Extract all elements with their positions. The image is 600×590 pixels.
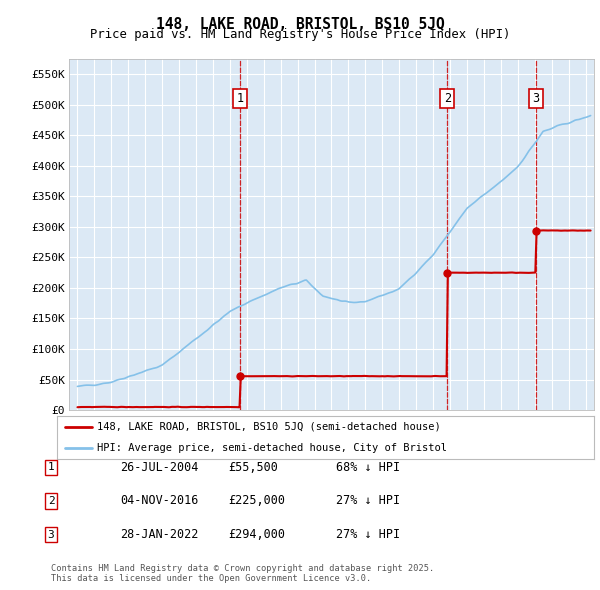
Text: 2: 2 (47, 496, 55, 506)
Text: 1: 1 (236, 92, 243, 105)
Text: 27% ↓ HPI: 27% ↓ HPI (336, 528, 400, 541)
Text: HPI: Average price, semi-detached house, City of Bristol: HPI: Average price, semi-detached house,… (97, 443, 447, 453)
Text: 148, LAKE ROAD, BRISTOL, BS10 5JQ (semi-detached house): 148, LAKE ROAD, BRISTOL, BS10 5JQ (semi-… (97, 422, 441, 432)
Text: £55,500: £55,500 (228, 461, 278, 474)
Text: 1: 1 (47, 463, 55, 472)
Text: 3: 3 (47, 530, 55, 539)
Text: 27% ↓ HPI: 27% ↓ HPI (336, 494, 400, 507)
Text: 68% ↓ HPI: 68% ↓ HPI (336, 461, 400, 474)
Text: 26-JUL-2004: 26-JUL-2004 (120, 461, 199, 474)
Text: 2: 2 (444, 92, 451, 105)
Text: Price paid vs. HM Land Registry's House Price Index (HPI): Price paid vs. HM Land Registry's House … (90, 28, 510, 41)
Text: 148, LAKE ROAD, BRISTOL, BS10 5JQ: 148, LAKE ROAD, BRISTOL, BS10 5JQ (155, 17, 445, 31)
Text: 04-NOV-2016: 04-NOV-2016 (120, 494, 199, 507)
Text: £225,000: £225,000 (228, 494, 285, 507)
Text: 28-JAN-2022: 28-JAN-2022 (120, 528, 199, 541)
Text: 3: 3 (533, 92, 539, 105)
Text: Contains HM Land Registry data © Crown copyright and database right 2025.
This d: Contains HM Land Registry data © Crown c… (51, 563, 434, 583)
Text: £294,000: £294,000 (228, 528, 285, 541)
